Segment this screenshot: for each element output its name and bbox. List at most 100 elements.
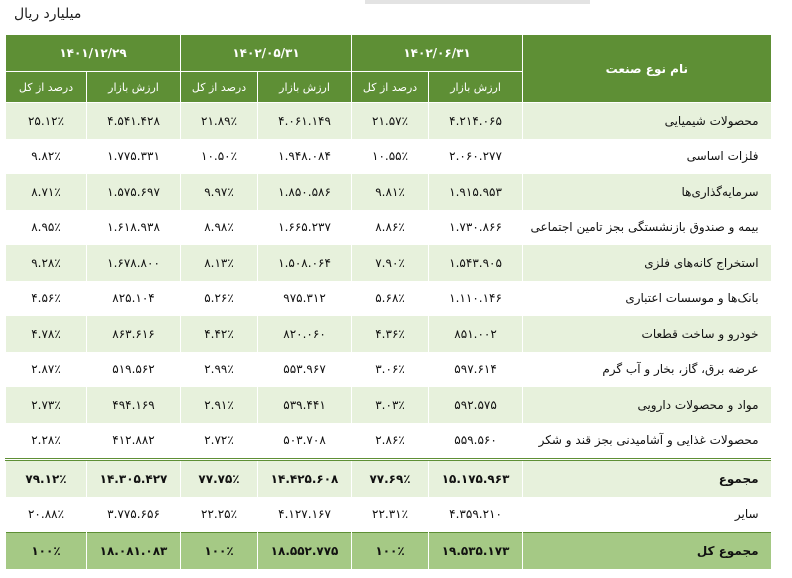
- percent-cell: ۴.۴۲٪: [180, 316, 258, 352]
- market-value-cell: ۱۸.۰۸۱.۰۸۳: [86, 532, 181, 569]
- header-row-subcolumns: ارزش بازار درصد از کل ارزش بازار درصد از…: [4, 71, 771, 103]
- percent-cell: ۲.۸۷٪: [4, 351, 87, 387]
- market-value-cell: ۸۶۳.۶۱۶: [86, 316, 181, 352]
- percent-cell: ۲.۷۲٪: [180, 422, 258, 460]
- percent-cell: ۲.۸۶٪: [351, 422, 429, 460]
- market-value-cell: ۱.۵۷۵.۶۹۷: [86, 174, 181, 210]
- industry-name-cell: سرمایه‌گذاری‌ها: [522, 174, 771, 210]
- table-row: بیمه و صندوق بازنشستگی بجز تامین اجتماعی…: [4, 209, 771, 245]
- market-value-cell: ۱۸.۵۵۲.۷۷۵: [257, 532, 352, 569]
- percent-cell: ۸.۸۶٪: [351, 209, 429, 245]
- market-value-subheader: ارزش بازار: [257, 71, 352, 103]
- table-row: استخراج کانه‌های فلزی ۱.۵۴۳.۹۰۵ ۷.۹۰٪ ۱.۵۰۸…: [4, 245, 771, 281]
- market-value-cell: ۵۵۹.۵۶۰: [428, 422, 523, 460]
- percent-subheader: درصد از کل: [351, 71, 429, 103]
- market-value-cell: ۳.۷۷۵.۶۵۶: [86, 496, 181, 533]
- industry-name-cell: سایر: [522, 496, 771, 533]
- market-value-cell: ۱.۶۷۸.۸۰۰: [86, 245, 181, 281]
- period-header-1: ۱۴۰۲/۰۶/۳۱: [351, 35, 523, 72]
- table-row: مواد و محصولات دارویی ۵۹۲.۵۷۵ ۳.۰۳٪ ۵۳۹.۴۴۱…: [4, 387, 771, 423]
- sum-row: مجموع ۱۵.۱۷۵.۹۶۳ ۷۷.۶۹٪ ۱۴.۴۲۵.۶۰۸ ۷۷.۷۵٪ ۱۴.…: [4, 458, 771, 497]
- market-value-table: نام نوع صنعت ۱۴۰۲/۰۶/۳۱ ۱۴۰۲/۰۵/۳۱ ۱۴۰۱/…: [4, 35, 771, 569]
- period-header-3: ۱۴۰۱/۱۲/۲۹: [4, 35, 181, 72]
- percent-cell: ۲.۷۳٪: [4, 387, 87, 423]
- market-value-cell: ۱.۶۱۸.۹۳۸: [86, 209, 181, 245]
- window-top-strip: [365, 0, 590, 4]
- market-value-cell: ۴۱۲.۸۸۲: [86, 422, 181, 460]
- market-value-cell: ۵۹۲.۵۷۵: [428, 387, 523, 423]
- table-row: عرضه برق، گاز، بخار و آب گرم ۵۹۷.۶۱۴ ۳.۰۶٪…: [4, 351, 771, 387]
- market-value-cell: ۱۴.۴۲۵.۶۰۸: [257, 458, 352, 497]
- market-value-cell: ۴.۳۵۹.۲۱۰: [428, 496, 523, 533]
- market-value-subheader: ارزش بازار: [428, 71, 523, 103]
- market-value-cell: ۱.۵۰۸.۰۶۴: [257, 245, 352, 281]
- percent-cell: ۲۱.۵۷٪: [351, 102, 429, 139]
- market-value-cell: ۴.۰۶۱.۱۴۹: [257, 102, 352, 139]
- percent-cell: ۲.۹۱٪: [180, 387, 258, 423]
- percent-cell: ۳.۰۶٪: [351, 351, 429, 387]
- percent-cell: ۵.۶۸٪: [351, 280, 429, 316]
- percent-subheader: درصد از کل: [4, 71, 87, 103]
- percent-subheader: درصد از کل: [180, 71, 258, 103]
- percent-cell: ۷۷.۶۹٪: [351, 458, 429, 497]
- period-header-2: ۱۴۰۲/۰۵/۳۱: [180, 35, 352, 72]
- percent-cell: ۸.۷۱٪: [4, 174, 87, 210]
- percent-cell: ۱۰.۵۵٪: [351, 138, 429, 174]
- market-value-cell: ۱۵.۱۷۵.۹۶۳: [428, 458, 523, 497]
- market-value-cell: ۱.۷۳۰.۸۶۶: [428, 209, 523, 245]
- market-value-cell: ۸۲۰.۰۶۰: [257, 316, 352, 352]
- market-value-cell: ۴.۲۱۴.۰۶۵: [428, 102, 523, 139]
- market-value-cell: ۴.۱۲۷.۱۶۷: [257, 496, 352, 533]
- percent-cell: ۹.۲۸٪: [4, 245, 87, 281]
- industry-name-cell: بیمه و صندوق بازنشستگی بجز تامین اجتماعی: [522, 209, 771, 245]
- market-value-cell: ۱.۸۵۰.۵۸۶: [257, 174, 352, 210]
- percent-cell: ۲۲.۳۱٪: [351, 496, 429, 533]
- industry-name-cell: بانک‌ها و موسسات اعتباری: [522, 280, 771, 316]
- market-value-cell: ۵۵۳.۹۶۷: [257, 351, 352, 387]
- industry-name-cell: مجموع: [522, 458, 771, 497]
- industry-header: نام نوع صنعت: [522, 35, 771, 103]
- market-value-cell: ۱.۹۴۸.۰۸۴: [257, 138, 352, 174]
- percent-cell: ۵.۲۶٪: [180, 280, 258, 316]
- market-value-cell: ۸۵۱.۰۰۲: [428, 316, 523, 352]
- market-value-cell: ۴۹۴.۱۶۹: [86, 387, 181, 423]
- percent-cell: ۱۰۰٪: [180, 532, 258, 569]
- industry-name-cell: خودرو و ساخت قطعات: [522, 316, 771, 352]
- percent-cell: ۱۰۰٪: [4, 532, 87, 569]
- market-value-cell: ۲.۰۶۰.۲۷۷: [428, 138, 523, 174]
- market-value-cell: ۹۷۵.۳۱۲: [257, 280, 352, 316]
- table-row: محصولات غذایی و آشامیدنی بجز قند و شکر ۵۵…: [4, 422, 771, 460]
- percent-cell: ۲۰.۸۸٪: [4, 496, 87, 533]
- percent-cell: ۲.۹۹٪: [180, 351, 258, 387]
- percent-cell: ۹.۸۲٪: [4, 138, 87, 174]
- market-value-cell: ۱.۶۶۵.۲۳۷: [257, 209, 352, 245]
- market-value-cell: ۴.۵۴۱.۴۲۸: [86, 102, 181, 139]
- market-value-cell: ۱۴.۳۰۵.۴۲۷: [86, 458, 181, 497]
- market-value-cell: ۱.۷۷۵.۳۳۱: [86, 138, 181, 174]
- industry-name-cell: مواد و محصولات دارویی: [522, 387, 771, 423]
- percent-cell: ۲.۲۸٪: [4, 422, 87, 460]
- table-row: فلزات اساسی ۲.۰۶۰.۲۷۷ ۱۰.۵۵٪ ۱.۹۴۸.۰۸۴ ۱۰.۵۰…: [4, 138, 771, 174]
- percent-cell: ۴.۷۸٪: [4, 316, 87, 352]
- percent-cell: ۴.۳۶٪: [351, 316, 429, 352]
- industry-name-cell: محصولات شیمیایی: [522, 102, 771, 139]
- industry-name-cell: استخراج کانه‌های فلزی: [522, 245, 771, 281]
- percent-cell: ۸.۹۸٪: [180, 209, 258, 245]
- market-value-subheader: ارزش بازار: [86, 71, 181, 103]
- percent-cell: ۷.۹۰٪: [351, 245, 429, 281]
- market-value-cell: ۱.۹۱۵.۹۵۳: [428, 174, 523, 210]
- percent-cell: ۲۲.۲۵٪: [180, 496, 258, 533]
- industry-name-cell: فلزات اساسی: [522, 138, 771, 174]
- percent-cell: ۸.۱۳٪: [180, 245, 258, 281]
- percent-cell: ۱۰۰٪: [351, 532, 429, 569]
- percent-cell: ۲۱.۸۹٪: [180, 102, 258, 139]
- industry-name-cell: مجموع کل: [522, 532, 771, 569]
- percent-cell: ۷۹.۱۲٪: [4, 458, 87, 497]
- market-value-cell: ۱۹.۵۳۵.۱۷۳: [428, 532, 523, 569]
- market-value-cell: ۵۹۷.۶۱۴: [428, 351, 523, 387]
- industry-name-cell: عرضه برق، گاز، بخار و آب گرم: [522, 351, 771, 387]
- percent-cell: ۲۵.۱۲٪: [4, 102, 87, 139]
- table-row: سرمایه‌گذاری‌ها ۱.۹۱۵.۹۵۳ ۹.۸۱٪ ۱.۸۵۰.۵۸۶ ۹.…: [4, 174, 771, 210]
- table-row: بانک‌ها و موسسات اعتباری ۱.۱۱۰.۱۴۶ ۵.۶۸٪ ۹۷…: [4, 280, 771, 316]
- market-value-cell: ۱.۵۴۳.۹۰۵: [428, 245, 523, 281]
